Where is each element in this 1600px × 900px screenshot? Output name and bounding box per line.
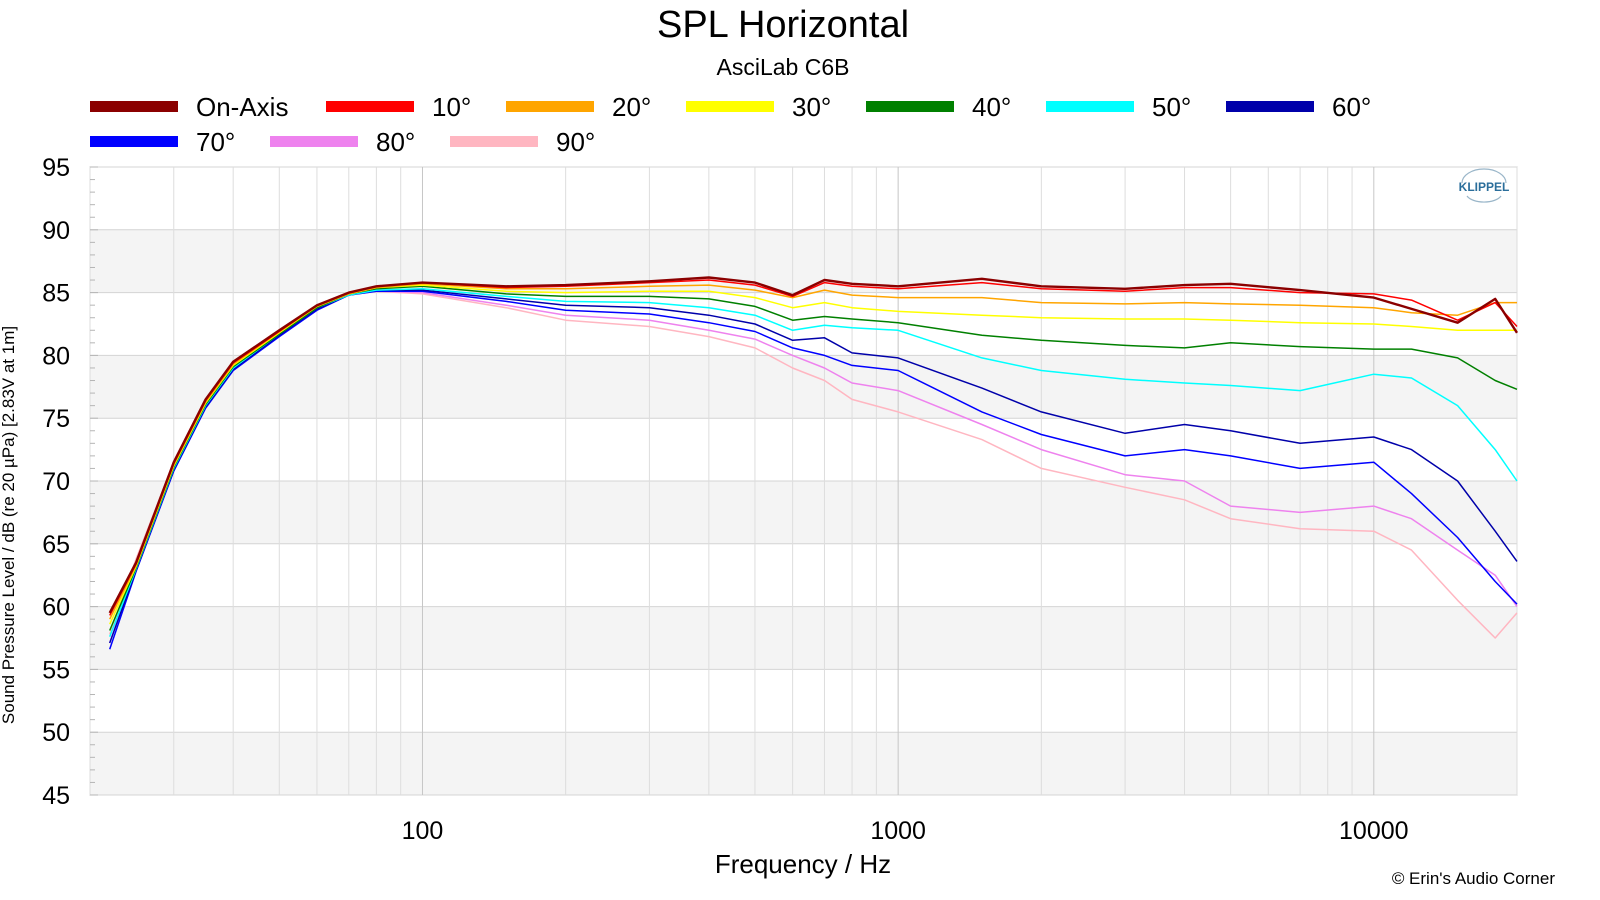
plot-band [90, 481, 1517, 544]
klippel-logo: KLIPPEL [1459, 168, 1510, 203]
legend-swatch [866, 101, 954, 112]
x-axis-label: Frequency / Hz [715, 849, 891, 879]
y-tick-label: 70 [42, 468, 70, 496]
y-tick-label: 55 [42, 656, 70, 684]
legend-swatch [270, 136, 358, 147]
plot-band [90, 732, 1517, 795]
legend-label: 40° [972, 92, 1011, 122]
x-tick-label: 100 [402, 817, 444, 845]
series-line [109, 285, 1518, 631]
x-tick-label: 10000 [1339, 817, 1409, 845]
series-line [108, 276, 1519, 614]
legend-label: 80° [376, 127, 415, 157]
legend-swatch [326, 101, 414, 112]
legend-label: 60° [1332, 92, 1371, 122]
legend-label: On-Axis [196, 92, 288, 122]
klippel-logo-text: KLIPPEL [1459, 180, 1510, 194]
x-tick-label: 1000 [870, 817, 926, 845]
chart-subtitle: AsciLab C6B [717, 54, 850, 80]
legend-swatch [90, 136, 178, 147]
series-line [109, 284, 1517, 625]
legend-label: 20° [612, 92, 651, 122]
y-tick-label: 60 [42, 594, 70, 622]
legend-label: 50° [1152, 92, 1191, 122]
plot-band [90, 606, 1517, 670]
y-tick-label: 75 [42, 405, 70, 433]
legend-label: 10° [432, 92, 471, 122]
y-axis-label: Sound Pressure Level / dB (re 20 µPa) [2… [0, 326, 18, 724]
legend-swatch [686, 101, 774, 112]
y-tick-label: 65 [42, 531, 70, 559]
legend-label: 30° [792, 92, 831, 122]
y-tick-label: 80 [42, 342, 70, 370]
y-tick-label: 85 [42, 280, 70, 308]
legend-label: 90° [556, 127, 595, 157]
y-tick-label: 95 [42, 154, 70, 182]
legend-swatch [506, 101, 594, 112]
y-tick-label: 50 [42, 719, 70, 747]
plot-band [90, 229, 1517, 293]
series-line [108, 290, 1518, 650]
legend-swatch [1046, 101, 1134, 112]
legend-swatch [1226, 101, 1314, 112]
y-tick-label: 45 [42, 782, 70, 810]
plot-band [90, 355, 1517, 419]
legend-swatch [450, 136, 538, 147]
chart-title: SPL Horizontal [657, 4, 909, 46]
y-tick-label: 90 [42, 217, 70, 245]
copyright-credit: © Erin's Audio Corner [1392, 869, 1556, 888]
series-line [108, 289, 1518, 644]
legend-swatch [90, 101, 178, 112]
legend-label: 70° [196, 127, 235, 157]
